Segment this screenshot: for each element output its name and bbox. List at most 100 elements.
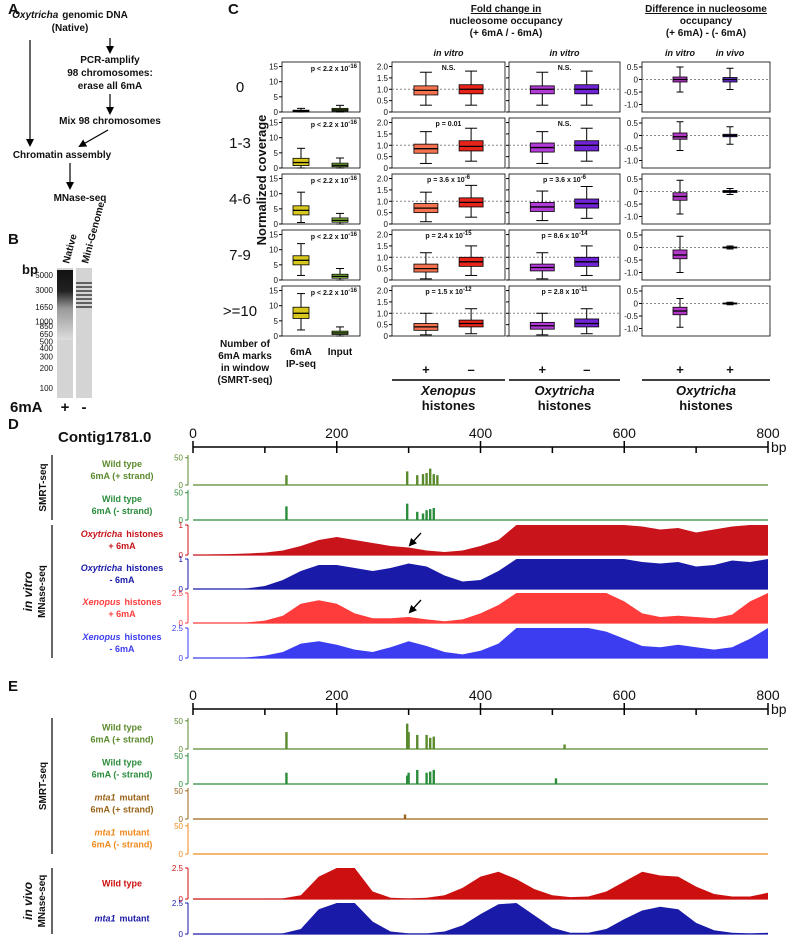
text-part: p = 1.5 x 10	[425, 289, 463, 296]
group-name: in vitro	[21, 571, 35, 611]
y-tick-label: 0	[179, 895, 184, 904]
coverage-area	[193, 868, 768, 899]
y-tick-label: 1.5	[377, 130, 389, 139]
smrt-bar	[432, 736, 435, 749]
plot-frame	[508, 117, 621, 169]
y-tick-label: 50	[174, 489, 183, 498]
y-tick-label: 0	[179, 815, 184, 824]
y-tick-label: 50	[174, 717, 183, 726]
y-tick-label: 2.0	[377, 175, 389, 184]
gel-bands	[76, 282, 92, 308]
text-part: -6	[465, 175, 471, 181]
track-label: + 6mA	[108, 541, 136, 551]
text-part: mta1	[94, 828, 115, 838]
y-tick-label: 2.0	[377, 287, 389, 296]
x-tick-label: 800	[756, 425, 780, 441]
y-tick-label: 5	[274, 149, 279, 158]
y-tick-label: 2.0	[377, 231, 389, 240]
window-label: 1-3	[229, 135, 251, 152]
y-tick-label: 50	[174, 454, 183, 463]
group-label: Oxytricha	[535, 383, 595, 398]
text-part: p = 2.4 x 10	[425, 233, 463, 240]
window-axis-label: Number of	[220, 339, 271, 350]
y-tick-label: 0.5	[377, 265, 389, 274]
x-label: +	[539, 362, 547, 377]
smrt-bar	[432, 508, 435, 520]
p-value: p = 0.01	[436, 121, 462, 128]
p-value: p < 2.2 x 10-16	[311, 176, 358, 185]
gel-lane	[76, 268, 92, 398]
y-tick-label: 50	[174, 752, 183, 761]
y-tick-label: 0	[634, 76, 639, 85]
y-tick-label: 0.5	[377, 153, 389, 162]
text-part: p < 2.2 x 10	[311, 290, 349, 297]
annotation-arrows	[408, 532, 422, 614]
y-tick-label: 0.5	[627, 119, 639, 128]
panel-label: C	[228, 1, 239, 18]
panel-label: A	[8, 1, 19, 18]
window-label: 7-9	[229, 247, 251, 264]
text-part: p = 2.8 x 10	[542, 289, 580, 296]
y-tick-label: 10	[269, 190, 278, 199]
track-label: mta1 mutant	[94, 793, 149, 803]
track-label: Oxytricha histones	[81, 529, 164, 539]
y-tick-label: -0.5	[624, 144, 638, 153]
panel-subtitle: in vitro	[549, 48, 580, 58]
smrt-bar	[428, 468, 432, 485]
plot-frame	[281, 229, 361, 281]
text-part: -16	[348, 120, 357, 126]
coverage-area	[193, 903, 768, 934]
panel-subtitle: in vitro	[665, 48, 696, 58]
flow-step: Mix 98 chromosomes	[59, 116, 161, 127]
smrt-bar	[425, 734, 428, 749]
text-part: p < 2.2 x 10	[311, 66, 349, 73]
y-tick-label: 0	[384, 108, 389, 117]
plot-frame	[281, 61, 361, 113]
text-part: -15	[463, 231, 472, 237]
flow-step: (Native)	[52, 23, 89, 34]
track-label: 6mA (+ strand)	[91, 471, 154, 481]
y-tick-label: 10	[269, 302, 278, 311]
ladder-label: 3000	[35, 286, 53, 295]
panel-label: D	[8, 416, 19, 433]
y-tick-label: 5	[274, 93, 279, 102]
text-part: histones	[126, 529, 163, 539]
section-title: Difference in nucleosome	[645, 4, 767, 15]
y-tick-label: 15	[269, 231, 278, 240]
y-tick-label: 0	[384, 332, 389, 341]
text-part: genomic DNA	[62, 10, 128, 21]
track-label: mta1 mutant	[94, 828, 149, 838]
ladder-label: 5000	[35, 271, 53, 280]
y-tick-label: 50	[174, 787, 183, 796]
y-tick-label: 0	[384, 276, 389, 285]
text-part: -16	[348, 288, 357, 294]
smrt-bar	[285, 475, 288, 485]
ladder-label: 100	[40, 384, 54, 393]
y-tick-label: 0.5	[627, 63, 639, 72]
smrt-bar	[285, 732, 288, 749]
track-label: 6mA (+ strand)	[91, 735, 154, 745]
plot-frame	[391, 173, 506, 225]
flow-step: Chromatin assembly	[13, 150, 112, 161]
y-tick-label: 0	[179, 585, 184, 594]
y-tick-label: 1.0	[377, 309, 389, 318]
window-axis-label: (SMRT-seq)	[218, 375, 273, 386]
smrt-bar	[285, 506, 288, 520]
text-part: mutant	[120, 793, 150, 803]
lane-label: Mini-Genome	[80, 200, 107, 264]
y-tick-label: 2.5	[172, 624, 184, 633]
window-label: 0	[236, 79, 244, 96]
y-tick-label: 0	[384, 220, 389, 229]
coverage-area	[193, 628, 768, 658]
y-tick-label: 15	[269, 287, 278, 296]
coverage-area	[193, 525, 768, 555]
contig-name: Contig1781.0	[58, 429, 151, 446]
y-tick-label: 0	[179, 619, 184, 628]
smrt-bar	[428, 737, 432, 749]
y-tick-label: 0	[179, 780, 184, 789]
row-label: 6mA	[10, 399, 43, 416]
text-part: -16	[348, 64, 357, 70]
y-tick-label: -0.5	[624, 312, 638, 321]
text-part: mutant	[120, 828, 150, 838]
group-name: SMRT-seq	[38, 762, 49, 810]
